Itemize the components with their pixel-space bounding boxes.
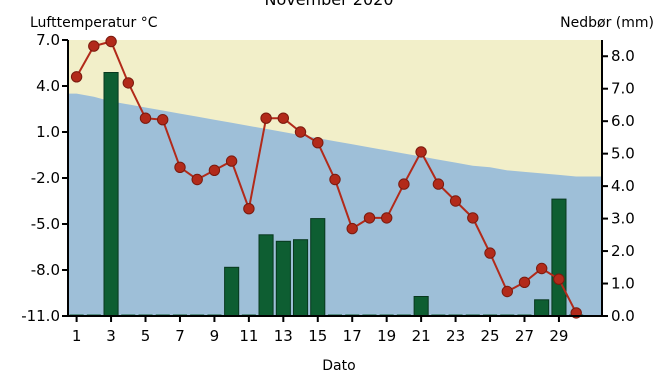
temperature-point-day-7	[174, 161, 186, 174]
temperature-point-day-3	[105, 35, 117, 48]
left-axis-title: Lufttemperatur °C	[30, 15, 158, 31]
x-tick-label: 3	[106, 327, 116, 345]
temperature-point-day-9	[208, 164, 221, 177]
precipitation-bar-day-13	[275, 240, 291, 317]
right-tick-label: 1.0	[611, 275, 635, 293]
precipitation-bar-day-12	[258, 234, 274, 317]
right-tick-label: 0.0	[611, 307, 635, 325]
precipitation-bar-day-10	[224, 266, 240, 317]
right-axis-title: Nedbør (mm)	[560, 15, 654, 31]
right-tick-label: 3.0	[611, 210, 635, 228]
temperature-point-day-5	[139, 112, 152, 124]
precipitation-bar-day-28	[534, 299, 550, 317]
temperature-point-day-14	[294, 126, 307, 138]
x-tick-label: 17	[343, 327, 362, 345]
temperature-point-day-28	[536, 262, 548, 275]
temperature-point-day-1	[70, 71, 83, 83]
x-tick-label: 15	[308, 327, 327, 345]
temperature-point-day-21	[415, 146, 427, 158]
x-tick-label: 27	[515, 327, 534, 345]
temperature-point-day-18	[363, 212, 376, 224]
temperature-point-day-19	[381, 212, 393, 224]
temperature-point-day-23	[449, 195, 462, 207]
temperature-point-day-22	[432, 178, 445, 190]
temperature-point-day-26	[501, 285, 513, 298]
left-tick-label: -5.0	[31, 215, 60, 233]
right-tick-label: 2.0	[611, 242, 635, 260]
normal-temperature-area	[68, 93, 602, 317]
temperature-point-day-6	[157, 114, 169, 126]
left-tick-label: -8.0	[31, 261, 60, 279]
precipitation-bar-day-3	[103, 72, 119, 317]
temperature-point-day-25	[484, 247, 496, 259]
x-tick-label: 13	[274, 327, 293, 345]
temperature-point-day-27	[518, 276, 531, 288]
temperature-point-day-10	[225, 155, 238, 167]
x-tick-label: 5	[141, 327, 151, 345]
x-tick-label: 1	[72, 327, 82, 345]
temperature-point-day-17	[346, 222, 358, 235]
temperature-point-day-11	[243, 203, 255, 215]
temperature-point-day-8	[191, 173, 203, 186]
left-tick-label: 7.0	[36, 31, 60, 49]
plot-area: 7.0 4.0 1.0 -2.0 -5.0 -8.0 -11.0 8.0 7.0 6.0 5.0 4.…	[21, 31, 635, 345]
temperature-point-day-12	[260, 112, 272, 124]
right-tick-label: 6.0	[611, 112, 635, 130]
x-tick-label: 11	[239, 327, 258, 345]
chart-title: November 2020	[264, 0, 393, 9]
x-axis-title: Dato	[322, 358, 355, 372]
temperature-point-day-20	[398, 178, 410, 190]
left-tick-label: 4.0	[36, 77, 60, 95]
temperature-point-day-15	[312, 137, 324, 149]
left-tick-label: -2.0	[31, 169, 60, 187]
precipitation-bar-day-21	[413, 296, 429, 317]
temperature-point-day-4	[122, 77, 135, 89]
x-tick-label: 19	[377, 327, 396, 345]
left-tick-label: 1.0	[36, 123, 60, 141]
x-tick-label: 9	[210, 327, 220, 345]
precipitation-bar-day-15	[310, 218, 326, 317]
x-tick-label: 29	[549, 327, 568, 345]
temperature-point-day-24	[467, 212, 479, 224]
right-tick-label: 4.0	[611, 177, 635, 195]
right-tick-label: 8.0	[611, 47, 635, 65]
temperature-point-day-16	[329, 173, 341, 186]
temperature-point-day-2	[88, 40, 100, 52]
x-tick-label: 21	[412, 327, 431, 345]
x-tick-label: 25	[480, 327, 499, 345]
temperature-point-day-29	[553, 273, 565, 285]
x-tick-label: 23	[446, 327, 465, 345]
right-tick-label: 5.0	[611, 145, 635, 163]
left-tick-label: -11.0	[21, 307, 60, 325]
precipitation-bar-day-14	[293, 239, 309, 317]
x-tick-label: 7	[175, 327, 185, 345]
right-tick-label: 7.0	[611, 80, 635, 98]
temperature-point-day-13	[277, 112, 289, 124]
precipitation-bar-day-29	[551, 198, 567, 317]
